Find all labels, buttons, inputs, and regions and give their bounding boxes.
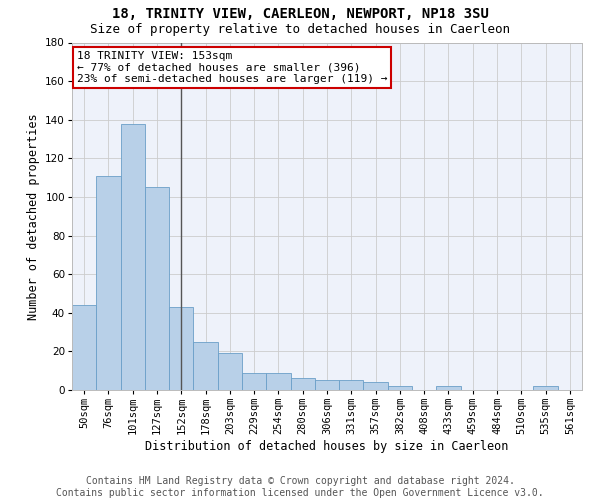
Text: 18, TRINITY VIEW, CAERLEON, NEWPORT, NP18 3SU: 18, TRINITY VIEW, CAERLEON, NEWPORT, NP1… [112, 8, 488, 22]
Text: 18 TRINITY VIEW: 153sqm
← 77% of detached houses are smaller (396)
23% of semi-d: 18 TRINITY VIEW: 153sqm ← 77% of detache… [77, 51, 388, 84]
Bar [436, 386, 461, 390]
Bar [145, 188, 169, 390]
Bar [96, 176, 121, 390]
Bar [364, 382, 388, 390]
Bar [242, 372, 266, 390]
Bar [218, 354, 242, 390]
Bar [72, 305, 96, 390]
Bar [315, 380, 339, 390]
Bar [290, 378, 315, 390]
Bar [266, 372, 290, 390]
X-axis label: Distribution of detached houses by size in Caerleon: Distribution of detached houses by size … [145, 440, 509, 453]
Text: Size of property relative to detached houses in Caerleon: Size of property relative to detached ho… [90, 22, 510, 36]
Text: Contains HM Land Registry data © Crown copyright and database right 2024.
Contai: Contains HM Land Registry data © Crown c… [56, 476, 544, 498]
Bar [339, 380, 364, 390]
Bar [121, 124, 145, 390]
Bar [193, 342, 218, 390]
Bar [169, 307, 193, 390]
Bar [388, 386, 412, 390]
Y-axis label: Number of detached properties: Number of detached properties [27, 113, 40, 320]
Bar [533, 386, 558, 390]
